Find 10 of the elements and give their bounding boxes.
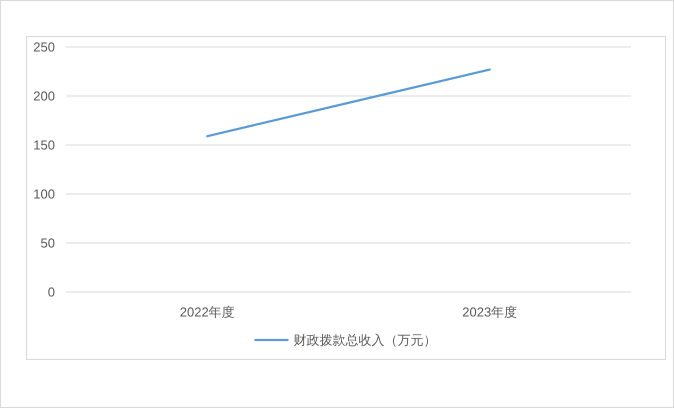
legend-label: 财政拨款总收入（万元）: [294, 332, 436, 348]
y-tick-label: 50: [40, 236, 55, 250]
y-tick-label: 100: [33, 186, 55, 202]
y-tick-label: 150: [33, 138, 55, 152]
x-tick-label: 2023年度: [462, 304, 518, 320]
x-tick-label: 2022年度: [180, 304, 235, 320]
y-tick-label: 250: [33, 40, 55, 54]
y-tick-label: 0: [48, 284, 55, 300]
legend: 财政拨款总收入（万元）: [254, 332, 436, 348]
y-tick-label: 200: [33, 88, 55, 104]
